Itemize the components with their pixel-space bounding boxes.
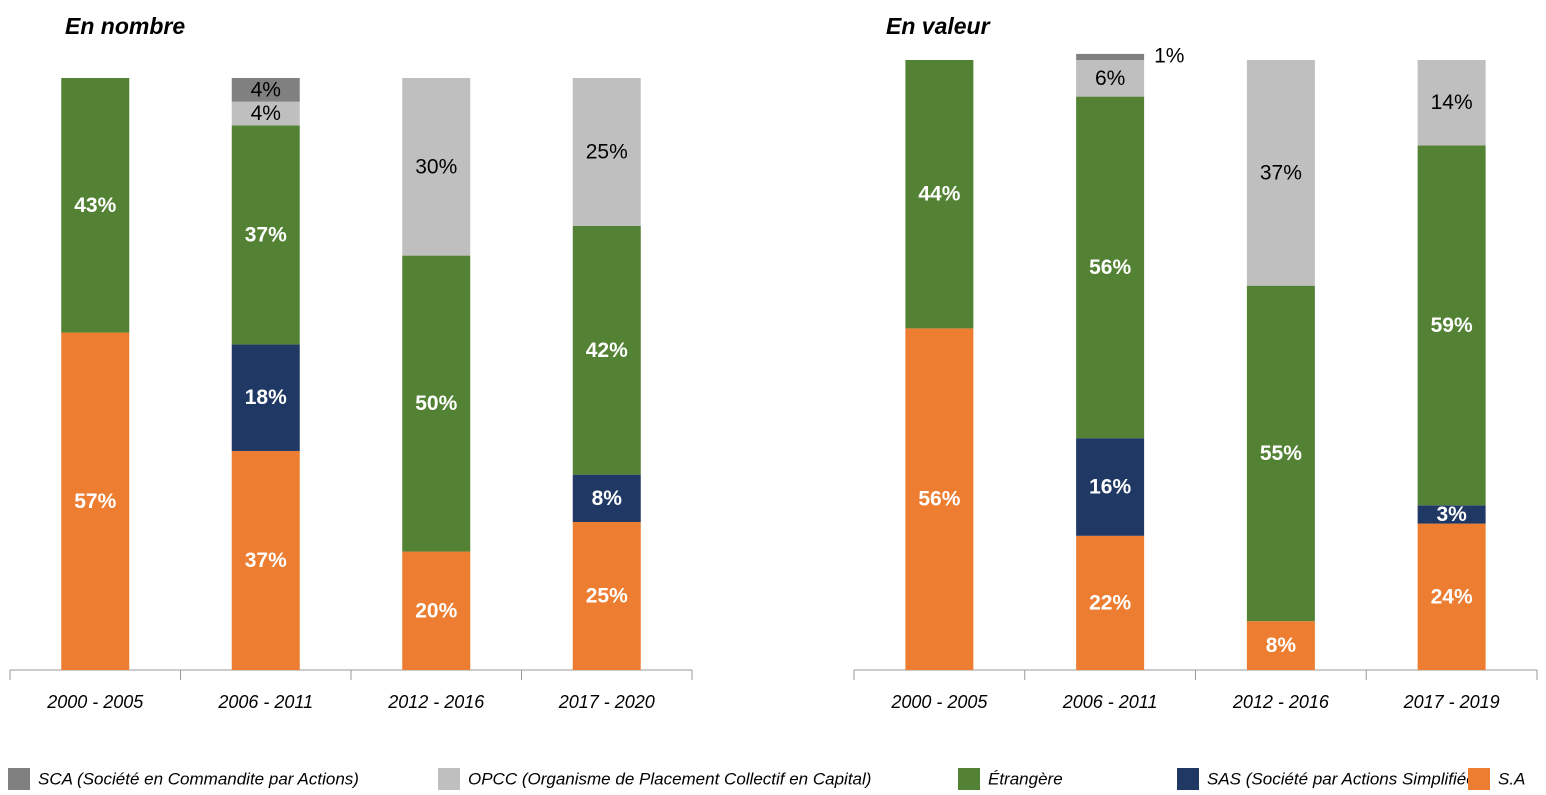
bar-segment — [1417, 145, 1486, 506]
x-tick-label: 2006 - 2011 — [217, 692, 313, 712]
bar-segment — [1076, 535, 1145, 670]
data-label: 25% — [586, 585, 628, 608]
bar-segment — [1076, 438, 1145, 536]
bar-segment — [1246, 285, 1315, 622]
data-label: 14% — [1431, 91, 1473, 114]
chart-title: En nombre — [65, 13, 185, 39]
bar-segment — [231, 78, 300, 102]
data-label: 25% — [586, 141, 628, 164]
x-tick-label: 2006 - 2011 — [1062, 692, 1158, 712]
legend-swatch — [1468, 768, 1490, 790]
legend-label: SAS (Société par Actions Simplifiée) — [1207, 769, 1481, 788]
legend-label: S.A — [1498, 769, 1525, 788]
data-label: 24% — [1431, 585, 1473, 608]
bar-segment — [1417, 505, 1486, 524]
data-label: 1% — [1154, 44, 1184, 67]
data-label: 37% — [245, 223, 287, 246]
bar-segment — [572, 522, 641, 670]
data-label: 50% — [415, 392, 457, 415]
legend-swatch — [1177, 768, 1199, 790]
data-label: 44% — [918, 183, 960, 206]
data-label: 4% — [251, 102, 281, 125]
bar-segment — [905, 328, 974, 670]
bar-segment — [231, 101, 300, 126]
legend-swatch — [8, 768, 30, 790]
bar-segment — [231, 450, 300, 670]
data-label: 43% — [74, 194, 116, 217]
legend-swatch — [438, 768, 460, 790]
bar-segment — [402, 551, 471, 670]
data-label: 3% — [1436, 503, 1467, 526]
bar-segment — [231, 344, 300, 451]
legend-label: Étrangère — [988, 769, 1063, 788]
data-label: 18% — [245, 386, 287, 409]
x-tick-label: 2017 - 2020 — [558, 692, 655, 712]
bar-segment — [1417, 60, 1486, 146]
x-tick-label: 2000 - 2005 — [890, 692, 988, 712]
x-tick-label: 2012 - 2016 — [1232, 692, 1330, 712]
data-label: 56% — [1089, 256, 1131, 279]
data-label: 8% — [592, 487, 623, 510]
chart-title: En valeur — [886, 13, 991, 39]
data-label: 42% — [586, 339, 628, 362]
legend-label: SCA (Société en Commandite par Actions) — [38, 769, 359, 788]
data-label: 16% — [1089, 476, 1131, 499]
data-label: 59% — [1431, 314, 1473, 337]
bar-segment — [1076, 53, 1145, 60]
bar-segment — [572, 78, 641, 226]
x-tick-label: 2000 - 2005 — [46, 692, 144, 712]
bar-segment — [905, 60, 974, 329]
x-tick-label: 2012 - 2016 — [387, 692, 485, 712]
bar-segment — [402, 255, 471, 552]
legend-swatch — [958, 768, 980, 790]
bar-segment — [1246, 621, 1315, 670]
data-label: 6% — [1095, 67, 1125, 90]
bar-segment — [231, 125, 300, 345]
bar-segment — [61, 332, 130, 670]
data-label: 22% — [1089, 591, 1131, 614]
bar-segment — [402, 78, 471, 256]
data-label: 30% — [415, 155, 457, 178]
x-tick-label: 2017 - 2019 — [1403, 692, 1500, 712]
data-label: 37% — [245, 549, 287, 572]
bar-segment — [1076, 96, 1145, 439]
bar-segment — [572, 474, 641, 522]
bar-segment — [1076, 60, 1145, 97]
data-label: 57% — [74, 490, 116, 513]
data-label: 4% — [251, 78, 281, 101]
data-label: 20% — [415, 599, 457, 622]
bar-segment — [61, 78, 130, 333]
data-label: 55% — [1260, 442, 1302, 465]
data-label: 56% — [918, 488, 960, 511]
legend-label: OPCC (Organisme de Placement Collectif e… — [468, 769, 871, 788]
data-label: 37% — [1260, 161, 1302, 184]
data-label: 8% — [1266, 634, 1297, 657]
bar-segment — [1246, 60, 1315, 286]
bar-segment — [1417, 523, 1486, 670]
bar-segment — [572, 226, 641, 475]
